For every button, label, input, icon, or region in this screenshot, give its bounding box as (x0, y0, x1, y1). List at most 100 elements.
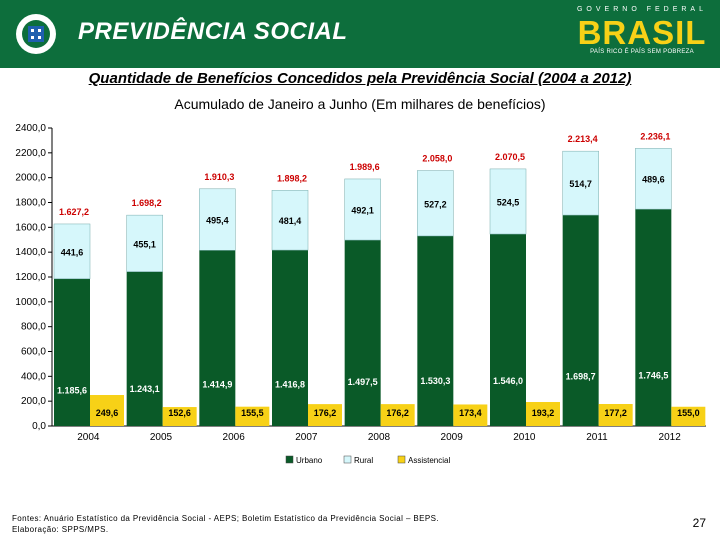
bar-rural (126, 214, 163, 272)
data-label-rural: 495,4 (206, 216, 229, 226)
y-tick-label: 800,0 (21, 322, 46, 333)
data-label-rural: 524,5 (497, 197, 520, 207)
data-label-total: 1.910,3 (204, 172, 234, 182)
bar-rural (635, 148, 672, 210)
data-label-urbano: 1.698,7 (566, 372, 596, 382)
data-label-urbano: 1.530,3 (420, 376, 450, 386)
x-tick-label: 2010 (513, 432, 536, 443)
y-tick-label: 2200,0 (15, 148, 46, 159)
data-label-total: 1.698,2 (132, 198, 162, 208)
y-tick-label: 600,0 (21, 347, 46, 358)
legend-swatch-urbano (285, 455, 294, 464)
data-label-assistencial: 177,2 (604, 408, 627, 418)
data-label-rural: 489,6 (642, 175, 665, 185)
source-text: Fontes: Anuário Estatístico da Previdênc… (12, 514, 439, 523)
data-label-assistencial: 173,4 (459, 408, 482, 418)
bar-urbano (272, 250, 308, 426)
bar-rural (344, 178, 381, 241)
data-label-urbano: 1.497,5 (348, 377, 378, 387)
bar-urbano (199, 250, 236, 426)
gov-label: GOVERNO FEDERAL (576, 6, 707, 13)
data-label-total: 2.058,0 (422, 154, 452, 164)
bar-assistencial (671, 406, 706, 426)
data-label-assistencial: 176,2 (386, 408, 409, 418)
legend-label-rural: Rural (354, 456, 373, 465)
data-label-assistencial: 193,2 (532, 408, 555, 418)
data-label-total: 1.898,2 (277, 173, 307, 183)
data-label-urbano: 1.414,9 (202, 379, 232, 389)
x-tick-label: 2011 (586, 432, 608, 443)
previdencia-logo-icon (16, 14, 56, 54)
data-label-rural: 492,1 (351, 206, 374, 216)
data-label-assistencial: 155,0 (677, 408, 700, 418)
stacked-bar-chart: 0,0 200,0 400,0 600,0 800,0 1000,0 1200,0 1400,… (15, 123, 706, 465)
bar-assistencial (308, 404, 342, 426)
data-label-urbano: 1.243,1 (130, 384, 160, 394)
bar-assistencial (235, 406, 270, 426)
bar-urbano (562, 215, 599, 426)
y-tick-label: 1000,0 (15, 297, 46, 308)
page-number: 27 (692, 516, 706, 530)
chart-title: Quantidade de Benefícios Concedidos pela… (88, 70, 632, 87)
data-label-urbano: 1.746,5 (638, 370, 668, 380)
legend-swatch-rural (343, 455, 352, 464)
legend-label-assistencial: Assistencial (408, 456, 450, 465)
data-label-total: 1.627,2 (59, 207, 89, 217)
data-label-assistencial: 152,6 (168, 408, 191, 418)
bar-rural (271, 190, 309, 251)
data-label-rural: 481,4 (279, 216, 302, 226)
legend-swatch-assistencial (397, 455, 406, 464)
data-label-assistencial: 155,5 (241, 408, 264, 418)
x-tick-label: 2005 (150, 432, 173, 443)
x-tick-label: 2006 (223, 432, 246, 443)
x-tick-label: 2009 (441, 432, 464, 443)
header-banner: PREVIDÊNCIA SOCIAL GOVERNO FEDERAL BRASI… (0, 0, 720, 68)
bar-rural (489, 168, 527, 235)
bar-urbano (126, 271, 163, 426)
bar-assistencial (526, 402, 560, 426)
y-tick-label: 1600,0 (15, 222, 46, 233)
bar-assistencial (453, 404, 488, 426)
chart-subtitle: Acumulado de Janeiro a Junho (Em milhare… (174, 96, 546, 112)
data-label-urbano: 1.416,8 (275, 379, 305, 389)
bar-urbano (344, 240, 381, 426)
bar-assistencial (162, 407, 197, 426)
bar-assistencial (598, 403, 633, 426)
data-label-rural: 527,2 (424, 199, 447, 209)
y-tick-label: 1800,0 (15, 198, 46, 209)
bar-rural (199, 188, 236, 251)
bar-urbano (635, 209, 672, 426)
y-tick-label: 200,0 (21, 396, 46, 407)
x-tick-label: 2008 (368, 432, 391, 443)
data-label-rural: 441,6 (61, 247, 84, 257)
gov-slogan: PAÍS RICO É PAÍS SEM POBREZA (590, 49, 694, 55)
bar-assistencial (380, 404, 415, 426)
legend-label-urbano: Urbano (296, 456, 323, 465)
x-tick-label: 2004 (77, 432, 100, 443)
bar-rural (417, 170, 454, 237)
data-label-total: 1.989,6 (350, 162, 380, 172)
bar-assistencial (90, 395, 124, 426)
data-label-urbano: 1.546,0 (493, 376, 523, 386)
data-label-total: 2.236,1 (640, 131, 670, 141)
data-label-rural: 455,1 (133, 239, 156, 249)
brand-title: PREVIDÊNCIA SOCIAL (78, 18, 348, 45)
bar-urbano (490, 234, 526, 426)
data-label-rural: 514,7 (569, 179, 592, 189)
data-label-total: 2.213,4 (568, 134, 598, 144)
country-label: BRASIL (577, 14, 707, 51)
bar-rural (53, 223, 91, 280)
y-tick-label: 0,0 (32, 421, 46, 432)
elaboration-text: Elaboração: SPPS/MPS. (12, 525, 109, 534)
y-tick-label: 2000,0 (15, 173, 46, 184)
x-tick-label: 2007 (295, 432, 318, 443)
bar-urbano (54, 278, 90, 426)
y-tick-label: 2400,0 (15, 123, 46, 134)
data-label-assistencial: 176,2 (314, 408, 337, 418)
data-label-assistencial: 249,6 (96, 408, 119, 418)
data-label-urbano: 1.185,6 (57, 386, 87, 396)
y-tick-label: 1400,0 (15, 247, 46, 258)
y-tick-label: 400,0 (21, 371, 46, 382)
footer-sources: Fontes: Anuário Estatístico da Previdênc… (12, 513, 439, 535)
government-brand: GOVERNO FEDERAL BRASIL PAÍS RICO É PAÍS … (564, 0, 720, 68)
